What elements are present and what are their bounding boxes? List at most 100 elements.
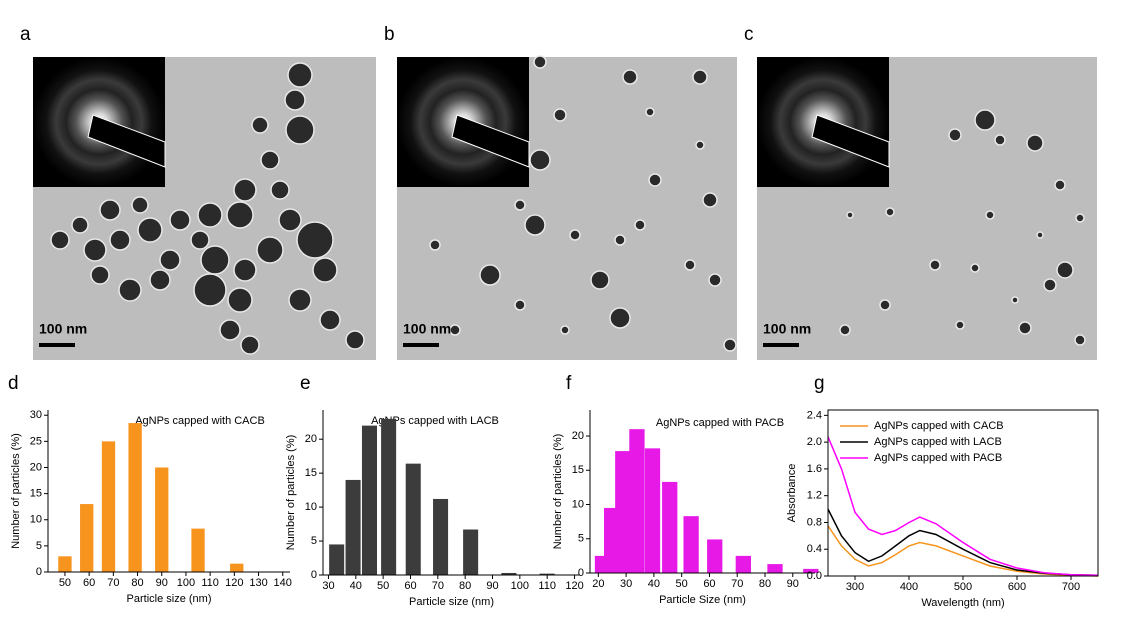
particle	[560, 325, 570, 335]
particle	[514, 199, 526, 211]
particle	[149, 269, 171, 291]
bar	[345, 479, 361, 575]
particle	[614, 234, 626, 246]
chart: f AgNPs capped with PACB Particle Size (nm…	[552, 373, 819, 606]
particle	[985, 210, 995, 220]
particle	[345, 330, 365, 350]
y-axis-label: Number of particles (%)	[552, 434, 564, 550]
y-tick-label: 2.0	[807, 436, 822, 448]
chart-title: AgNPs capped with LACB	[371, 415, 499, 427]
particle	[137, 217, 163, 243]
x-tick-label: 80	[759, 578, 771, 590]
particle	[287, 62, 313, 88]
particle	[83, 238, 107, 262]
particle	[879, 299, 891, 311]
chart-title: AgNPs capped with CACB	[135, 415, 265, 427]
y-tick-label: 1.2	[807, 490, 822, 502]
panel-label: c	[744, 24, 754, 45]
particle	[251, 116, 269, 134]
particle	[533, 55, 547, 69]
bar	[230, 563, 244, 572]
particle	[197, 202, 223, 228]
panel-label: e	[300, 373, 311, 394]
x-tick-label: 70	[107, 577, 119, 589]
bar	[433, 498, 449, 575]
particle	[226, 201, 254, 229]
x-tick-label: 30	[322, 580, 334, 592]
particle	[99, 199, 121, 221]
x-tick-label: 20	[592, 578, 604, 590]
scale-bar-label: 100 nm	[763, 321, 811, 337]
particle	[723, 338, 737, 352]
particle	[839, 324, 851, 336]
particle	[312, 257, 338, 283]
particle	[609, 307, 631, 329]
x-tick-label: 90	[486, 580, 498, 592]
bar	[191, 528, 205, 572]
bar	[329, 544, 345, 575]
beam-stop	[451, 114, 530, 168]
particle	[288, 288, 312, 312]
bar	[644, 448, 661, 573]
line	[827, 508, 1099, 577]
x-axis-label: Particle Size (nm)	[659, 594, 746, 606]
bar	[629, 429, 645, 573]
bar	[381, 418, 397, 575]
particle	[1026, 134, 1044, 152]
particle	[227, 287, 253, 313]
panel-label: f	[566, 373, 572, 394]
particle	[524, 214, 546, 236]
particle	[479, 264, 501, 286]
particle	[131, 196, 149, 214]
particle	[190, 230, 210, 250]
y-tick-label: 15	[30, 488, 42, 500]
particle	[449, 324, 461, 336]
particle	[974, 109, 996, 131]
bar	[101, 441, 116, 572]
y-tick-label: 20	[305, 433, 317, 445]
bar	[662, 481, 678, 573]
particle	[1056, 261, 1074, 279]
particle	[994, 134, 1006, 146]
x-tick-label: 100	[177, 577, 195, 589]
particle	[219, 319, 241, 341]
particle	[702, 192, 718, 208]
beam-stop	[87, 114, 166, 168]
x-tick-label: 130	[249, 577, 267, 589]
x-tick-label: 500	[954, 581, 972, 593]
particle	[200, 245, 230, 275]
bar	[615, 451, 631, 573]
y-tick-label: 0.8	[807, 516, 822, 528]
bar	[361, 425, 377, 575]
x-axis-label: Particle size (nm)	[127, 593, 212, 605]
bar	[501, 572, 517, 575]
particle	[233, 178, 257, 202]
x-tick-label: 90	[787, 578, 799, 590]
particle	[1054, 179, 1066, 191]
bar	[405, 463, 421, 575]
scale-bar	[763, 343, 799, 347]
x-tick-label: 40	[648, 578, 660, 590]
bar	[58, 556, 72, 572]
y-tick-label: 5	[36, 540, 42, 552]
x-tick-label: 40	[350, 580, 362, 592]
particle	[1036, 231, 1044, 239]
particle	[169, 209, 191, 231]
y-tick-label: 25	[30, 435, 42, 447]
y-tick-label: 20	[30, 461, 42, 473]
particle	[240, 335, 260, 355]
particle	[1018, 321, 1032, 335]
particle	[695, 140, 705, 150]
particle	[648, 173, 662, 187]
x-tick-label: 70	[432, 580, 444, 592]
particle	[970, 263, 980, 273]
panel-label: b	[384, 24, 395, 45]
particle	[708, 273, 722, 287]
particle	[90, 265, 110, 285]
x-tick-label: 80	[131, 577, 143, 589]
x-tick-label: 140	[274, 577, 292, 589]
x-tick-label: 300	[846, 581, 864, 593]
bar	[803, 568, 819, 573]
line	[827, 436, 1099, 577]
bar	[683, 516, 699, 573]
